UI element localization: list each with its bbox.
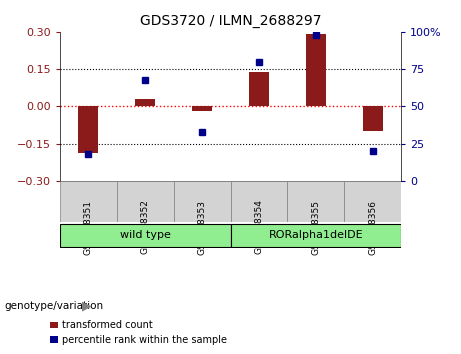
- Bar: [60, 224, 230, 246]
- Bar: [174, 181, 230, 222]
- Text: GSM518355: GSM518355: [311, 200, 320, 255]
- Text: GSM518352: GSM518352: [141, 200, 150, 255]
- Bar: [230, 181, 287, 222]
- Text: GSM518356: GSM518356: [368, 200, 377, 255]
- Text: genotype/variation: genotype/variation: [5, 301, 104, 311]
- Title: GDS3720 / ILMN_2688297: GDS3720 / ILMN_2688297: [140, 14, 321, 28]
- Bar: [117, 181, 174, 222]
- Bar: [78, 106, 98, 154]
- Text: GSM518351: GSM518351: [84, 200, 93, 255]
- Text: wild type: wild type: [120, 230, 171, 240]
- Bar: [60, 181, 117, 222]
- Text: GSM518354: GSM518354: [254, 200, 263, 255]
- Bar: [135, 99, 155, 106]
- Legend: transformed count, percentile rank within the sample: transformed count, percentile rank withi…: [47, 316, 231, 349]
- Bar: [230, 224, 401, 246]
- Bar: [306, 34, 326, 106]
- Bar: [192, 106, 212, 111]
- Text: GSM518353: GSM518353: [198, 200, 207, 255]
- Text: ▶: ▶: [82, 300, 92, 313]
- Bar: [287, 181, 344, 222]
- Bar: [363, 106, 383, 131]
- Bar: [249, 72, 269, 106]
- Text: RORalpha1delDE: RORalpha1delDE: [268, 230, 363, 240]
- Bar: [344, 181, 401, 222]
